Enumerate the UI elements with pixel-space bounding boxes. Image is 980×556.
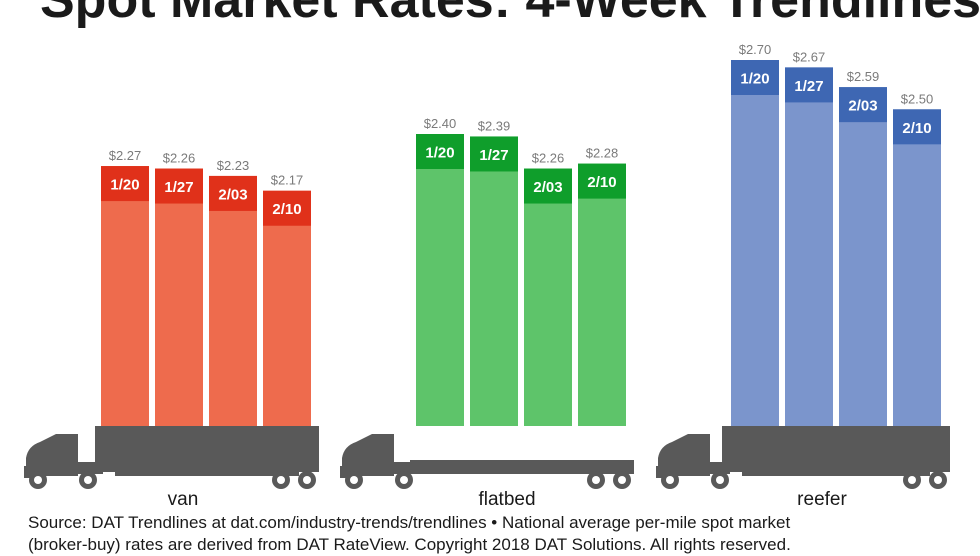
reefer-trailer — [722, 426, 950, 472]
flatbed-date-label-bg — [470, 136, 518, 172]
reefer-value-label: $2.70 — [739, 42, 772, 57]
flatbed-truck-wheel-hub — [350, 476, 358, 484]
flatbed-date-label: 2/03 — [533, 179, 562, 196]
reefer-trailer-frame — [742, 470, 930, 476]
flatbed-truck-wheel-hub — [592, 476, 600, 484]
van-date-label-bg — [155, 168, 203, 204]
flatbed-date-label: 1/27 — [479, 147, 508, 164]
van-date-label-bg — [101, 166, 149, 202]
flatbed-value-label: $2.28 — [586, 146, 619, 161]
van-trailer — [95, 426, 319, 472]
reefer-date-label-bg — [839, 87, 887, 123]
van-truck-wheel-hub — [34, 476, 42, 484]
flatbed-trailer-deck — [410, 460, 634, 474]
van-bar — [155, 168, 203, 427]
reefer-bar — [893, 109, 941, 426]
van-date-label-bg — [263, 190, 311, 226]
van-bar — [101, 166, 149, 427]
flatbed-truck-wheel-hub — [618, 476, 626, 484]
reefer-bar — [839, 87, 887, 426]
reefer-date-label-bg — [785, 67, 833, 103]
reefer-date-label: 2/03 — [848, 98, 877, 115]
van-value-label: $2.23 — [217, 158, 250, 173]
reefer-value-label: $2.50 — [901, 91, 934, 106]
van-date-label: 1/20 — [110, 177, 139, 194]
van-truck-cab — [26, 434, 78, 476]
van-date-label-bg — [209, 175, 257, 211]
van-trailer-frame — [115, 470, 299, 476]
reefer-truck-wheel-hub — [934, 476, 942, 484]
van-group-label: van — [168, 489, 199, 510]
reefer-date-label: 1/27 — [794, 78, 823, 95]
reefer-bar — [785, 67, 833, 427]
flatbed-date-label-bg — [578, 163, 626, 199]
reefer-truck-wheel-hub — [716, 476, 724, 484]
flatbed-bar — [416, 134, 464, 426]
flatbed-value-label: $2.39 — [478, 118, 511, 133]
van-value-label: $2.27 — [109, 148, 142, 163]
van-date-label: 2/10 — [272, 201, 301, 218]
chart-title: Spot Market Rates: 4-Week Trendlines — [40, 0, 980, 29]
reefer-group-label: reefer — [797, 489, 847, 510]
van-value-label: $2.17 — [271, 173, 304, 188]
flatbed-date-label: 2/10 — [587, 174, 616, 191]
van-truck-bumper — [24, 466, 32, 478]
van-value-label: $2.26 — [163, 151, 196, 166]
reefer-truck-cab — [658, 434, 710, 476]
source-line-1: Source: DAT Trendlines at dat.com/indust… — [28, 513, 791, 532]
van-bar — [263, 190, 311, 426]
reefer-date-label: 1/20 — [740, 71, 769, 88]
reefer-truck-hitch — [710, 462, 730, 474]
reefer-truck-bumper — [656, 466, 664, 478]
van-date-label: 1/27 — [164, 179, 193, 196]
flatbed-date-label-bg — [416, 134, 464, 169]
flatbed-truck-cab — [342, 434, 394, 476]
van-truck-wheel-hub — [84, 476, 92, 484]
flatbed-date-label-bg — [524, 168, 572, 204]
reefer-value-label: $2.67 — [793, 49, 826, 64]
source-note: Source: DAT Trendlines at dat.com/indust… — [28, 512, 958, 556]
flatbed-value-label: $2.40 — [424, 116, 457, 131]
reefer-truck-wheel-hub — [666, 476, 674, 484]
flatbed-bar — [524, 168, 572, 427]
flatbed-date-label: 1/20 — [425, 145, 454, 162]
source-line-2: (broker-buy) rates are derived from DAT … — [28, 535, 791, 554]
reefer-bar — [731, 60, 779, 426]
reefer-date-label-bg — [893, 109, 941, 145]
van-bar — [209, 175, 257, 426]
van-truck-hitch — [78, 462, 103, 474]
van-truck-wheel-hub — [303, 476, 311, 484]
flatbed-truck-wheel-hub — [400, 476, 408, 484]
reefer-truck-wheel-hub — [908, 476, 916, 484]
flatbed-truck-hitch — [394, 462, 418, 474]
flatbed-value-label: $2.26 — [532, 151, 565, 166]
reefer-date-label-bg — [731, 60, 779, 95]
flatbed-group-label: flatbed — [478, 489, 535, 510]
flatbed-bar — [578, 163, 626, 426]
flatbed-bar — [470, 136, 518, 426]
van-date-label: 2/03 — [218, 186, 247, 203]
reefer-date-label: 2/10 — [902, 120, 931, 137]
flatbed-truck-bumper — [340, 466, 348, 478]
van-truck-wheel-hub — [277, 476, 285, 484]
reefer-value-label: $2.59 — [847, 69, 880, 84]
